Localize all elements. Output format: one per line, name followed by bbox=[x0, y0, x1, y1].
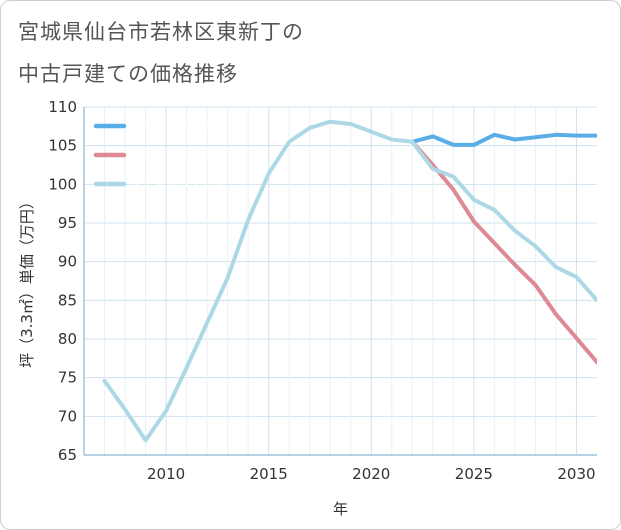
series-line-good bbox=[410, 132, 597, 147]
y-tick-label: 105 bbox=[48, 137, 77, 155]
chart-title-line1: 宮城県仙台市若林区東新丁の bbox=[18, 20, 304, 44]
y-tick-label: 80 bbox=[58, 330, 77, 348]
chart-title-line2: 中古戸建ての価格推移 bbox=[18, 62, 238, 86]
x-tick-label: 2010 bbox=[147, 465, 185, 483]
x-tick-label: 2025 bbox=[455, 465, 493, 483]
y-tick-label: 65 bbox=[58, 446, 77, 464]
y-axis-label: 坪（3.3㎡）単価（万円） bbox=[18, 194, 36, 368]
x-tick-label: 2030 bbox=[557, 465, 595, 483]
x-axis-label: 年 bbox=[333, 500, 348, 518]
y-tick-label: 95 bbox=[58, 214, 77, 232]
y-tick-label: 110 bbox=[48, 98, 77, 116]
legend-label: ノーマルシナリオ bbox=[130, 177, 226, 191]
legend-label: グッドシナリオ bbox=[130, 119, 214, 133]
legend-label: バッドシナリオ bbox=[130, 148, 214, 162]
y-tick-label: 90 bbox=[58, 253, 77, 271]
series-lines bbox=[102, 119, 597, 443]
x-tick-label: 2015 bbox=[250, 465, 288, 483]
series-line-bad bbox=[410, 139, 597, 365]
x-tick-label: 2020 bbox=[352, 465, 390, 483]
y-tick-label: 70 bbox=[58, 407, 77, 425]
y-tick-label: 85 bbox=[58, 291, 77, 309]
series-line-normal bbox=[102, 119, 597, 443]
y-tick-label: 75 bbox=[58, 369, 77, 387]
y-tick-label: 100 bbox=[48, 175, 77, 193]
